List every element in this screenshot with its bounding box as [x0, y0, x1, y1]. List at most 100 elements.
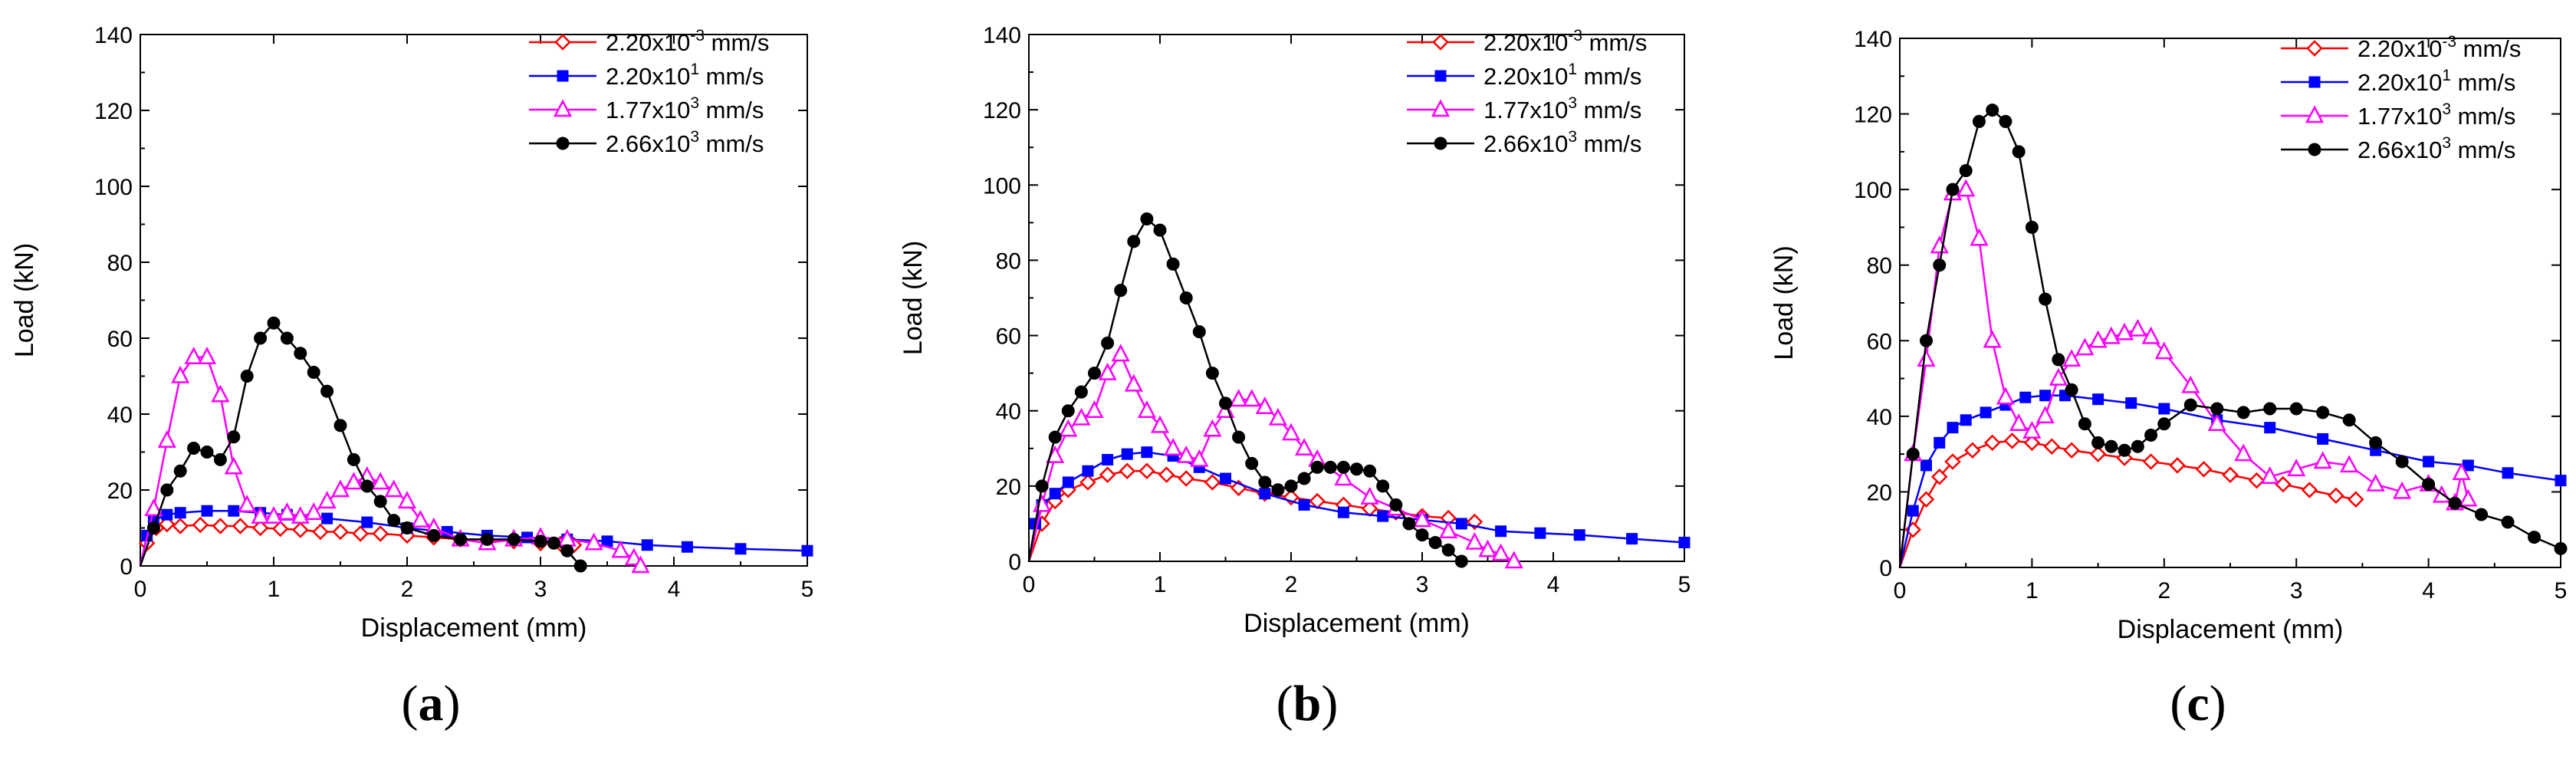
- data-point: [1934, 436, 1946, 449]
- data-point: [573, 559, 587, 573]
- y-tick-label: 20: [996, 475, 1021, 500]
- y-tick-label: 120: [94, 99, 133, 124]
- data-point: [2475, 508, 2489, 521]
- data-point: [1323, 460, 1337, 474]
- data-point: [280, 331, 294, 345]
- x-axis-label: Displacement (mm): [2118, 615, 2344, 644]
- data-point: [1271, 483, 1285, 497]
- y-tick-label: 40: [996, 400, 1021, 425]
- x-tick-label: 0: [134, 577, 147, 602]
- legend-marker: [554, 34, 571, 51]
- data-point: [2065, 383, 2078, 396]
- data-point: [2287, 459, 2306, 477]
- legend-label: 2.20x101 mm/s: [606, 61, 764, 90]
- data-point: [2183, 398, 2197, 412]
- data-point: [1101, 336, 1115, 350]
- data-point: [454, 532, 468, 546]
- y-tick-label: 100: [983, 173, 1021, 199]
- data-point: [1072, 407, 1091, 426]
- data-point: [2142, 453, 2160, 470]
- data-point: [201, 505, 213, 517]
- data-point: [1220, 472, 1231, 485]
- series-line: [1898, 109, 2561, 568]
- data-point: [330, 479, 350, 498]
- data-point: [240, 370, 254, 383]
- legend-label: 2.20x10-3 mm/s: [2358, 33, 2521, 62]
- data-point: [1166, 257, 1180, 271]
- data-point: [1970, 228, 1989, 246]
- data-point: [411, 509, 430, 528]
- x-tick-label: 4: [668, 577, 681, 602]
- data-point: [2275, 475, 2292, 493]
- data-point: [2448, 496, 2462, 510]
- series-circle: [1898, 104, 2568, 568]
- data-point: [1088, 367, 1101, 380]
- data-point: [387, 514, 401, 528]
- data-point: [1158, 466, 1175, 483]
- series-line: [1027, 469, 1475, 562]
- data-point: [1455, 518, 1467, 530]
- data-point: [1983, 434, 2001, 452]
- data-point: [2195, 461, 2213, 478]
- data-point: [1996, 386, 2015, 405]
- data-point: [1114, 284, 1128, 298]
- data-point: [1944, 453, 1961, 470]
- data-point: [352, 525, 369, 542]
- y-tick-label: 20: [107, 479, 133, 504]
- data-point: [2263, 402, 2277, 416]
- data-point: [334, 419, 347, 432]
- y-tick-label: 20: [1867, 480, 1892, 505]
- data-point: [2248, 472, 2266, 489]
- data-point: [547, 536, 560, 550]
- data-point: [2366, 473, 2385, 492]
- x-axis-label: Displacement (mm): [1244, 609, 1470, 638]
- data-point: [2395, 455, 2409, 469]
- y-tick-label: 60: [996, 324, 1021, 350]
- x-tick-label: 0: [1023, 572, 1036, 597]
- data-point: [1917, 349, 1936, 367]
- data-point: [1933, 258, 1947, 272]
- data-point: [251, 519, 269, 537]
- data-point: [1964, 442, 1981, 459]
- data-point: [1919, 334, 1933, 347]
- data-point: [681, 541, 693, 553]
- data-point: [2264, 422, 2276, 434]
- data-point: [192, 516, 209, 534]
- data-point: [631, 555, 650, 574]
- data-point: [1957, 179, 1976, 197]
- panel-label-c: (c): [2170, 676, 2226, 732]
- data-point: [1177, 445, 1196, 463]
- data-point: [2039, 292, 2052, 306]
- y-tick-label: 80: [1867, 254, 1892, 279]
- data-point: [1079, 474, 1096, 491]
- legend-label: 2.20x10-3 mm/s: [1484, 27, 1647, 56]
- data-point: [1111, 344, 1130, 362]
- series-circle: [1027, 212, 1468, 568]
- data-point: [159, 515, 176, 533]
- data-point: [304, 502, 324, 520]
- data-point: [271, 520, 289, 538]
- data-point: [1907, 505, 1919, 517]
- data-point: [1164, 438, 1183, 456]
- legend-label: 2.20x10-3 mm/s: [606, 27, 769, 56]
- data-point: [1947, 422, 1959, 434]
- data-point: [1415, 528, 1429, 542]
- legend-label: 2.66x103 mm/s: [2358, 134, 2515, 163]
- series-circle: [139, 316, 587, 573]
- x-tick-label: 4: [2422, 578, 2435, 603]
- data-point: [1153, 223, 1167, 237]
- y-tick-label: 40: [107, 403, 133, 428]
- data-point: [1337, 506, 1349, 518]
- data-point: [161, 508, 173, 521]
- data-point: [1268, 407, 1287, 426]
- data-point: [1310, 460, 1324, 474]
- data-point: [278, 502, 297, 520]
- legend: 2.20x10-3 mm/s 2.20x101 mm/s 1.77x103 mm/s…: [2281, 33, 2521, 163]
- y-tick-label: 0: [120, 554, 133, 580]
- panel-label-a: (a): [401, 676, 461, 732]
- data-point: [397, 491, 417, 509]
- data-point: [2169, 457, 2186, 474]
- data-point: [1389, 498, 1403, 511]
- data-point: [2340, 455, 2359, 473]
